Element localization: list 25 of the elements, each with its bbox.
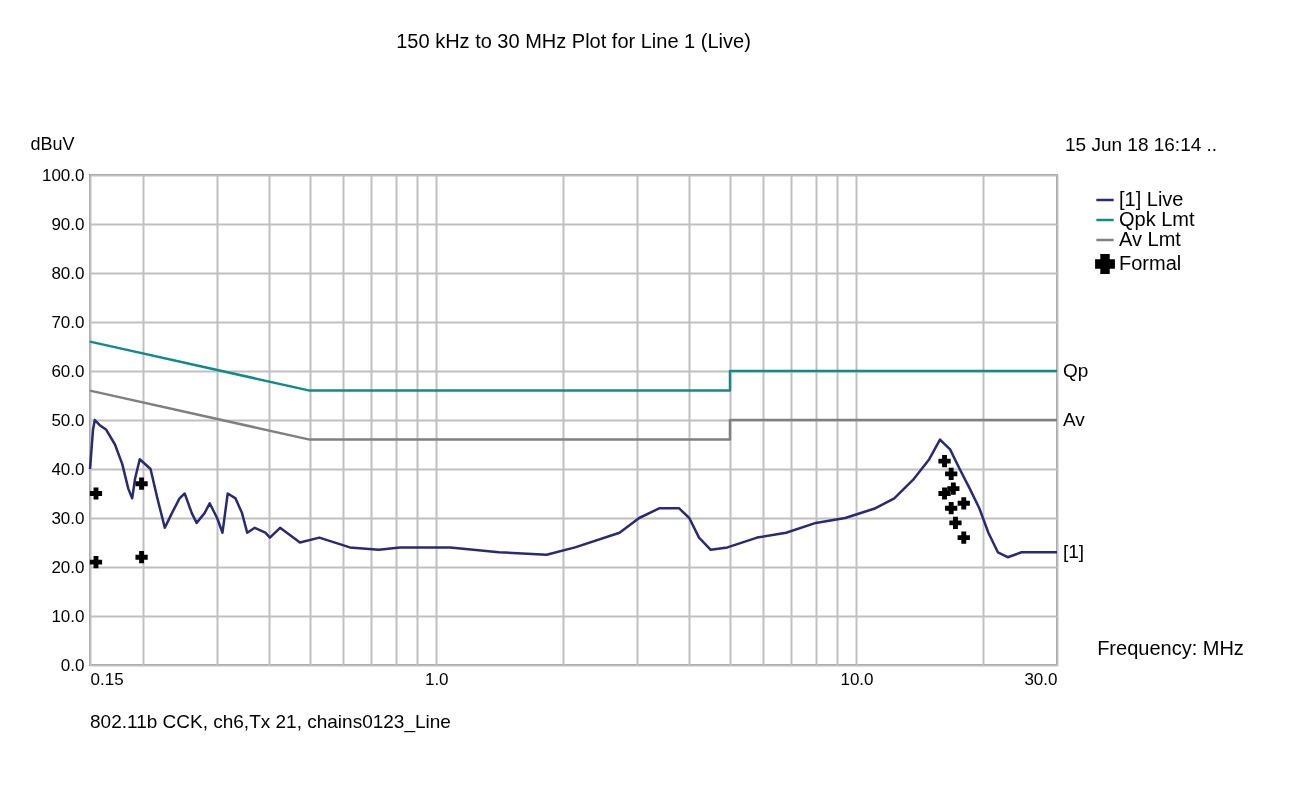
x-axis-title: Frequency: MHz bbox=[1097, 636, 1244, 659]
y-tick-label: 100.0 bbox=[41, 165, 85, 185]
text: Qp bbox=[1063, 360, 1089, 381]
y-tick-label: 80.0 bbox=[51, 263, 85, 283]
y-tick-label: 90.0 bbox=[51, 214, 85, 234]
text: 802.11b CCK, ch6,Tx 21, chains0123_Line bbox=[90, 711, 451, 733]
x-tick-label: 1.0 bbox=[424, 669, 449, 689]
x-tick-label: 0.15 bbox=[90, 669, 124, 689]
text: Av bbox=[1063, 409, 1086, 430]
chart-title: 150 kHz to 30 MHz Plot for Line 1 (Live) bbox=[396, 30, 751, 52]
y-tick-label: 30.0 bbox=[51, 508, 85, 528]
y-tick-label: 0.0 bbox=[60, 655, 85, 675]
legend-label: [1] Live bbox=[1119, 188, 1184, 210]
y-tick-label: 70.0 bbox=[51, 312, 85, 332]
x-tick-label: 10.0 bbox=[840, 669, 874, 689]
y-tick-label: 10.0 bbox=[51, 606, 85, 626]
y-tick-label: 40.0 bbox=[51, 459, 85, 479]
x-tick-label: 30.0 bbox=[1024, 669, 1058, 689]
y-tick-label: 20.0 bbox=[51, 557, 85, 577]
text: 15 Jun 18 16:14 .. bbox=[1065, 134, 1218, 155]
y-tick-label: 50.0 bbox=[51, 410, 85, 430]
text: [1] bbox=[1063, 541, 1085, 563]
legend-label: Formal bbox=[1119, 252, 1182, 274]
y-axis-title: dBuV bbox=[30, 133, 75, 154]
y-tick-label: 60.0 bbox=[51, 361, 85, 381]
